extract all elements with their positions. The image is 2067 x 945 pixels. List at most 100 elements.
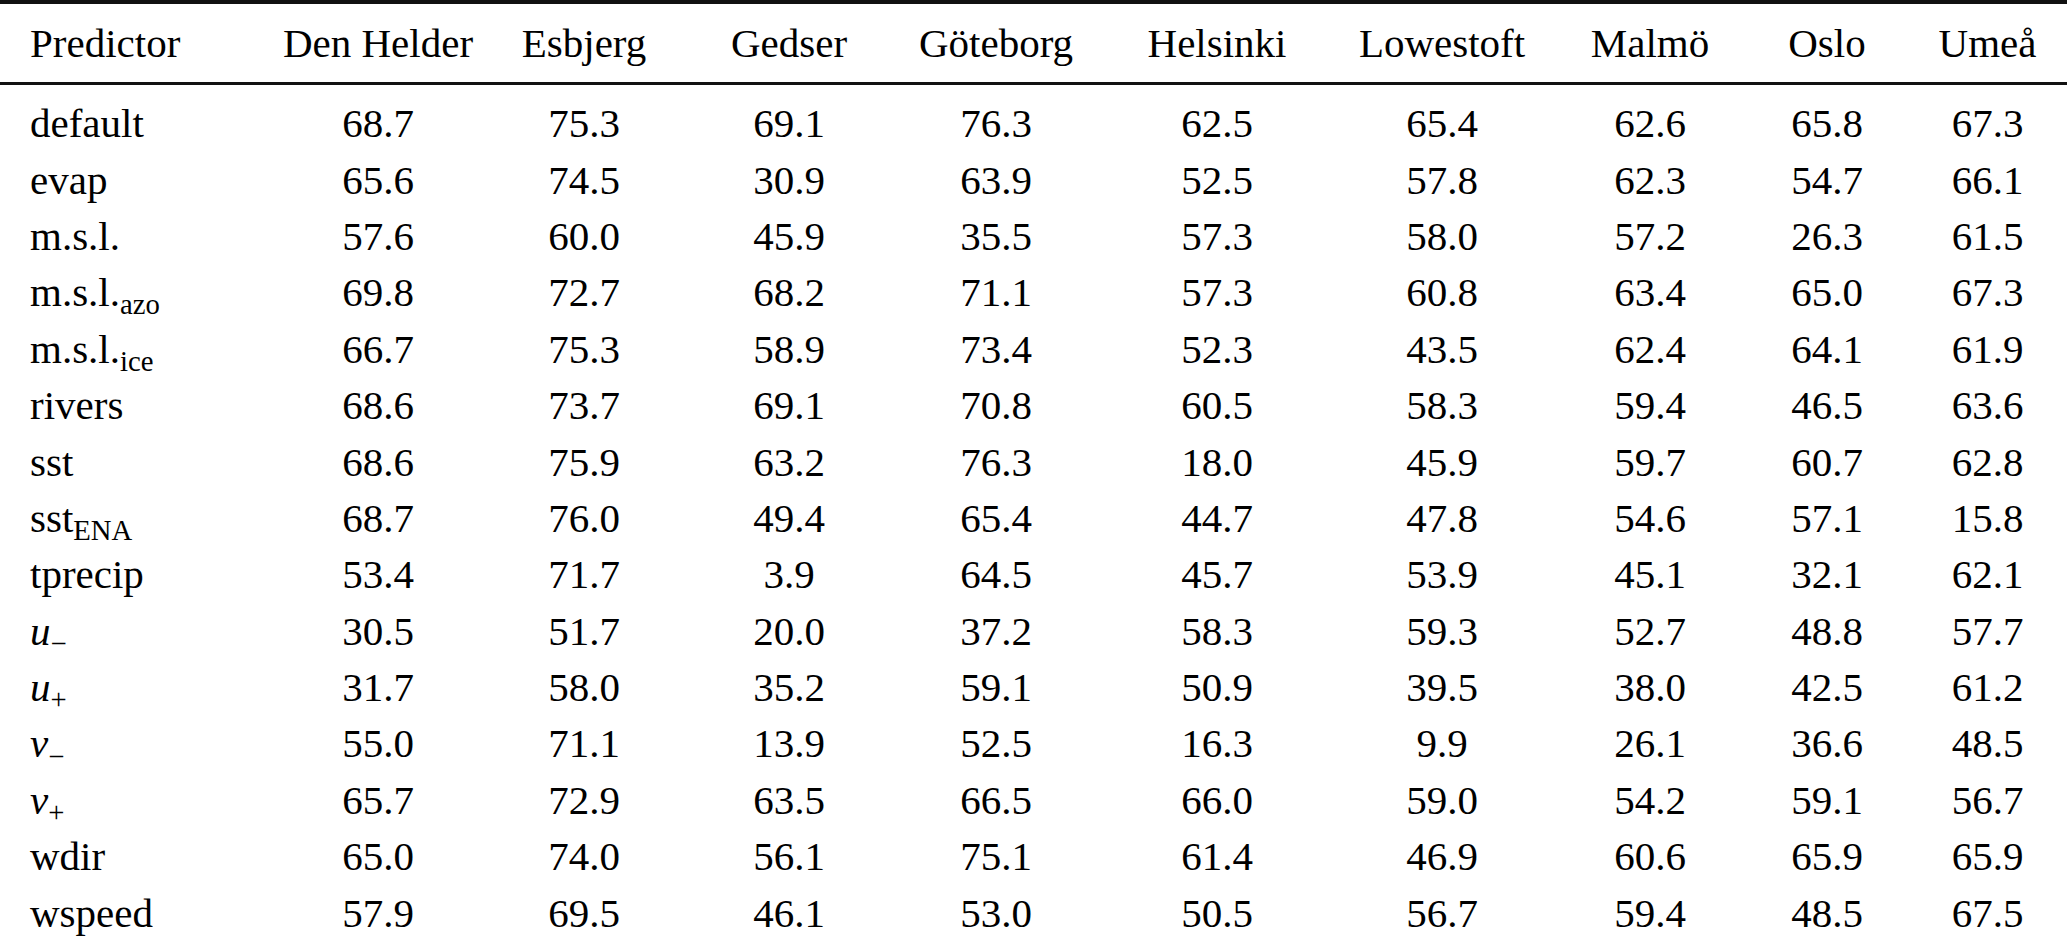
data-cell: 69.1 [690,84,888,152]
data-cell: 36.6 [1746,715,1908,771]
data-cell: 57.3 [1104,264,1330,320]
table-row: m.s.l.57.660.045.935.557.358.057.226.361… [0,208,2067,264]
table-row: wdir65.074.056.175.161.446.960.665.965.9 [0,828,2067,884]
row-label: wspeed [0,884,278,945]
data-cell: 31.7 [278,659,478,715]
data-cell: 39.5 [1330,659,1554,715]
row-label: v+ [0,772,278,828]
data-cell: 32.1 [1746,546,1908,602]
row-label-base: sst [30,495,73,541]
table-row: tprecip53.471.73.964.545.753.945.132.162… [0,546,2067,602]
row-label-base: m.s.l. [30,269,120,315]
data-cell: 65.4 [888,490,1104,546]
row-label-base: u [30,608,51,654]
row-label: tprecip [0,546,278,602]
data-cell: 75.1 [888,828,1104,884]
data-cell: 56.1 [690,828,888,884]
data-cell: 52.3 [1104,321,1330,377]
data-cell: 52.7 [1554,603,1746,659]
data-cell: 52.5 [888,715,1104,771]
column-header: Umeå [1908,2,2067,84]
data-cell: 45.9 [690,208,888,264]
data-cell: 67.3 [1908,264,2067,320]
table-row: evap65.674.530.963.952.557.862.354.766.1 [0,151,2067,207]
data-cell: 72.9 [478,772,690,828]
row-label: evap [0,151,278,207]
row-label-subscript: ENA [73,514,132,546]
data-cell: 9.9 [1330,715,1554,771]
data-cell: 53.9 [1330,546,1554,602]
data-cell: 57.7 [1908,603,2067,659]
data-cell: 61.5 [1908,208,2067,264]
data-cell: 74.5 [478,151,690,207]
row-label-base: rivers [30,382,123,428]
data-cell: 63.2 [690,433,888,489]
data-cell: 54.2 [1554,772,1746,828]
data-cell: 48.5 [1908,715,2067,771]
data-cell: 63.9 [888,151,1104,207]
data-cell: 62.1 [1908,546,2067,602]
data-cell: 66.5 [888,772,1104,828]
table-body: default68.775.369.176.362.565.462.665.86… [0,84,2067,945]
row-label: default [0,84,278,152]
column-header: Göteborg [888,2,1104,84]
data-cell: 59.3 [1330,603,1554,659]
data-cell: 65.7 [278,772,478,828]
data-cell: 57.9 [278,884,478,945]
data-cell: 57.3 [1104,208,1330,264]
table-row: u+31.758.035.259.150.939.538.042.561.2 [0,659,2067,715]
data-cell: 65.0 [1746,264,1908,320]
row-label-subscript: azo [120,288,160,320]
row-label-base: v [30,720,48,766]
column-header-predictor: Predictor [0,2,278,84]
row-label-base: v [30,777,48,823]
row-label-subscript: − [48,740,64,772]
data-cell: 58.0 [1330,208,1554,264]
data-cell: 71.1 [478,715,690,771]
data-cell: 43.5 [1330,321,1554,377]
table-row: default68.775.369.176.362.565.462.665.86… [0,84,2067,152]
data-cell: 75.9 [478,433,690,489]
row-label: m.s.l.ice [0,321,278,377]
data-cell: 76.3 [888,433,1104,489]
data-cell: 50.5 [1104,884,1330,945]
data-cell: 69.1 [690,377,888,433]
data-cell: 59.4 [1554,377,1746,433]
column-header: Lowestoft [1330,2,1554,84]
data-cell: 68.7 [278,490,478,546]
data-cell: 58.9 [690,321,888,377]
data-cell: 69.8 [278,264,478,320]
table-row: m.s.l.azo69.872.768.271.157.360.863.465.… [0,264,2067,320]
data-cell: 59.4 [1554,884,1746,945]
data-cell: 26.1 [1554,715,1746,771]
data-cell: 62.5 [1104,84,1330,152]
row-label: wdir [0,828,278,884]
data-cell: 18.0 [1104,433,1330,489]
data-cell: 60.7 [1746,433,1908,489]
row-label-base: wdir [30,833,105,879]
table-row: m.s.l.ice66.775.358.973.452.343.562.464.… [0,321,2067,377]
data-cell: 58.3 [1104,603,1330,659]
data-cell: 55.0 [278,715,478,771]
data-cell: 54.7 [1746,151,1908,207]
data-cell: 57.6 [278,208,478,264]
row-label-base: sst [30,439,73,485]
data-cell: 60.6 [1554,828,1746,884]
data-cell: 35.5 [888,208,1104,264]
data-cell: 26.3 [1746,208,1908,264]
paper-page: PredictorDen HelderEsbjergGedserGöteborg… [0,0,2067,945]
data-cell: 71.7 [478,546,690,602]
data-cell: 60.5 [1104,377,1330,433]
row-label: sstENA [0,490,278,546]
predictor-table: PredictorDen HelderEsbjergGedserGöteborg… [0,0,2067,945]
table-header: PredictorDen HelderEsbjergGedserGöteborg… [0,2,2067,84]
data-cell: 16.3 [1104,715,1330,771]
table-row: sst68.675.963.276.318.045.959.760.762.8 [0,433,2067,489]
data-cell: 52.5 [1104,151,1330,207]
row-label-base: tprecip [30,551,144,597]
data-cell: 66.7 [278,321,478,377]
data-cell: 68.7 [278,84,478,152]
data-cell: 45.7 [1104,546,1330,602]
data-cell: 73.7 [478,377,690,433]
data-cell: 57.1 [1746,490,1908,546]
